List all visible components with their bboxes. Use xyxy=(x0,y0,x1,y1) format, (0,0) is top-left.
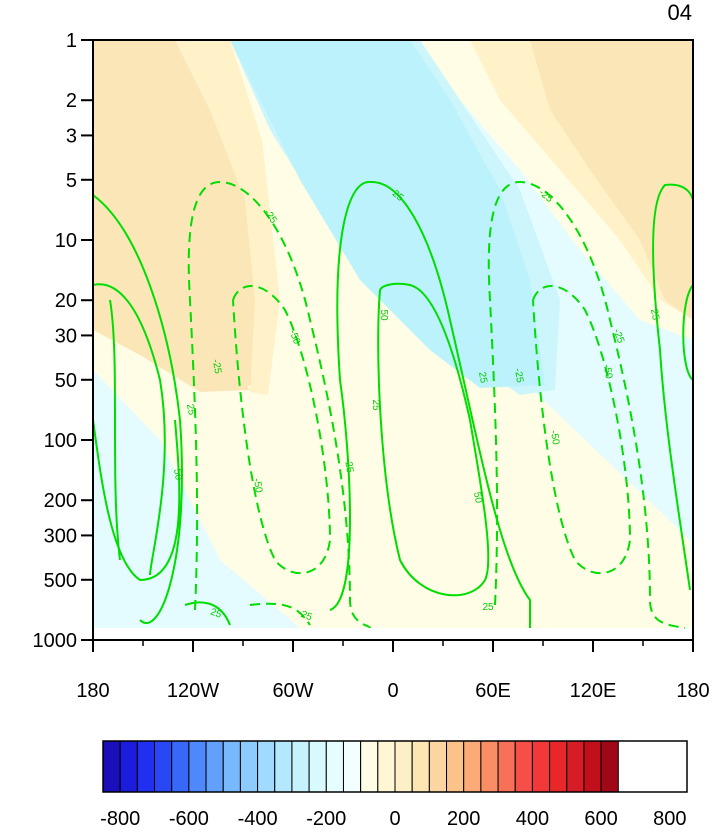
colorbar-bin xyxy=(342,740,362,793)
y-tick-label: 5 xyxy=(66,170,77,192)
y-tick-label: 10 xyxy=(55,230,77,252)
colorbar-bin xyxy=(497,740,516,793)
colorbar-label: -600 xyxy=(169,808,209,830)
x-axis: 180 120W 60W 0 60E 120E 180 xyxy=(76,640,710,702)
colorbar-bin xyxy=(583,740,602,793)
colorbar-bin xyxy=(394,740,413,793)
colorbar-bin xyxy=(463,740,482,793)
contour-label: 25 xyxy=(370,399,381,411)
x-tick-label: 0 xyxy=(387,680,398,702)
filled-contours xyxy=(93,40,693,640)
colorbar-label: 600 xyxy=(584,808,617,830)
colorbar-bin xyxy=(274,740,293,793)
contour-label: -50 xyxy=(601,363,614,380)
colorbar-bin xyxy=(222,740,241,793)
contour-negative xyxy=(187,180,371,629)
x-tick-label: 60W xyxy=(272,680,313,702)
y-tick-label: 30 xyxy=(55,325,77,347)
contour-negative xyxy=(487,180,686,629)
colorbar-bin xyxy=(411,740,430,793)
contour-labels: 25 50 25 -25 -50 -25 -50 -25 -25 25 50 25 25 50 25 -25 -… xyxy=(171,187,661,623)
y-tick-label: 2 xyxy=(66,90,77,112)
colorbar-bin xyxy=(119,740,138,793)
contour-label: -25 xyxy=(296,608,314,623)
contour-positive xyxy=(93,194,183,624)
y-tick-label: 1000 xyxy=(33,630,78,652)
x-tick-label: 180 xyxy=(676,680,709,702)
x-tick-label: 180 xyxy=(76,680,109,702)
colorbar-bin xyxy=(205,740,224,793)
colorbar-label: 200 xyxy=(447,808,480,830)
colorbar-bin xyxy=(136,740,156,793)
contour-label: 50 xyxy=(171,468,184,481)
y-tick-label: 20 xyxy=(55,290,77,312)
colorbar-bin xyxy=(291,740,310,793)
colorbar-bin xyxy=(428,740,448,793)
y-axis: 1 2 3 5 10 20 30 50 100 200 300 500 1000 xyxy=(33,30,93,652)
contour-label: 25 xyxy=(209,607,224,621)
x-tick-label: 60E xyxy=(475,680,511,702)
contour-label: 50 xyxy=(471,491,484,504)
colorbar-label: 0 xyxy=(389,808,400,830)
contour-negative xyxy=(232,285,332,574)
colorbar-bin xyxy=(102,740,121,793)
contour-positive xyxy=(184,601,231,626)
chart-title: 04 xyxy=(668,0,692,25)
colorbar-bin xyxy=(566,740,585,793)
x-tick-label: 120E xyxy=(570,680,617,702)
colorbar-bin xyxy=(377,740,396,793)
colorbar: -800 -600 -400 -200 0 200 400 600 800 xyxy=(100,740,688,830)
colorbar-label: -800 xyxy=(100,808,140,830)
contour-negative xyxy=(249,602,311,626)
contour-label: -50 xyxy=(251,477,264,494)
contour-label: -25 xyxy=(210,358,223,375)
colorbar-bin xyxy=(531,740,551,793)
contour-label: 25 xyxy=(648,308,661,321)
contour-positive xyxy=(652,183,693,591)
colorbar-bin xyxy=(171,740,190,793)
colorbar-label: -200 xyxy=(306,808,346,830)
contour-positive xyxy=(93,283,166,576)
contour-label: 50 xyxy=(378,309,389,321)
contour-label: 25 xyxy=(184,403,197,416)
colorbar-label: -400 xyxy=(238,808,278,830)
colorbar-label: 400 xyxy=(516,808,549,830)
colorbar-label: 800 xyxy=(653,808,686,830)
colorbar-bin xyxy=(514,740,533,793)
y-tick-label: 200 xyxy=(44,490,77,512)
colorbar-bin xyxy=(549,740,568,793)
contour-label: -25 xyxy=(342,457,355,474)
colorbar-bin xyxy=(239,740,259,793)
colorbar-bin xyxy=(308,740,327,793)
contour-lines xyxy=(93,180,693,629)
contour-label: 25 xyxy=(476,371,489,384)
colorbar-bin xyxy=(154,740,173,793)
y-tick-label: 100 xyxy=(44,430,77,452)
colorbar-frame xyxy=(102,740,688,793)
contour-negative xyxy=(532,285,632,574)
y-tick-label: 50 xyxy=(55,370,77,392)
contour-label: -50 xyxy=(548,429,561,446)
colorbar-bin xyxy=(188,740,207,793)
contour-positive xyxy=(329,180,531,628)
colorbar-bin xyxy=(480,740,499,793)
y-tick-label: 3 xyxy=(66,125,77,147)
y-tick-label: 1 xyxy=(66,30,77,52)
contour-positive xyxy=(377,282,490,597)
contour-label: -25 xyxy=(512,367,525,384)
colorbar-bin xyxy=(360,740,379,793)
contour-label: -50 xyxy=(287,328,302,346)
colorbar-bin xyxy=(257,740,276,793)
y-tick-label: 500 xyxy=(44,570,77,592)
contour-label: 25 xyxy=(482,602,494,613)
colorbar-bin xyxy=(446,740,465,793)
y-tick-label: 300 xyxy=(44,525,77,547)
contour-label: -25 xyxy=(611,327,626,345)
colorbar-bin xyxy=(600,740,619,793)
colorbar-bin xyxy=(325,740,344,793)
x-tick-label: 120W xyxy=(167,680,219,702)
